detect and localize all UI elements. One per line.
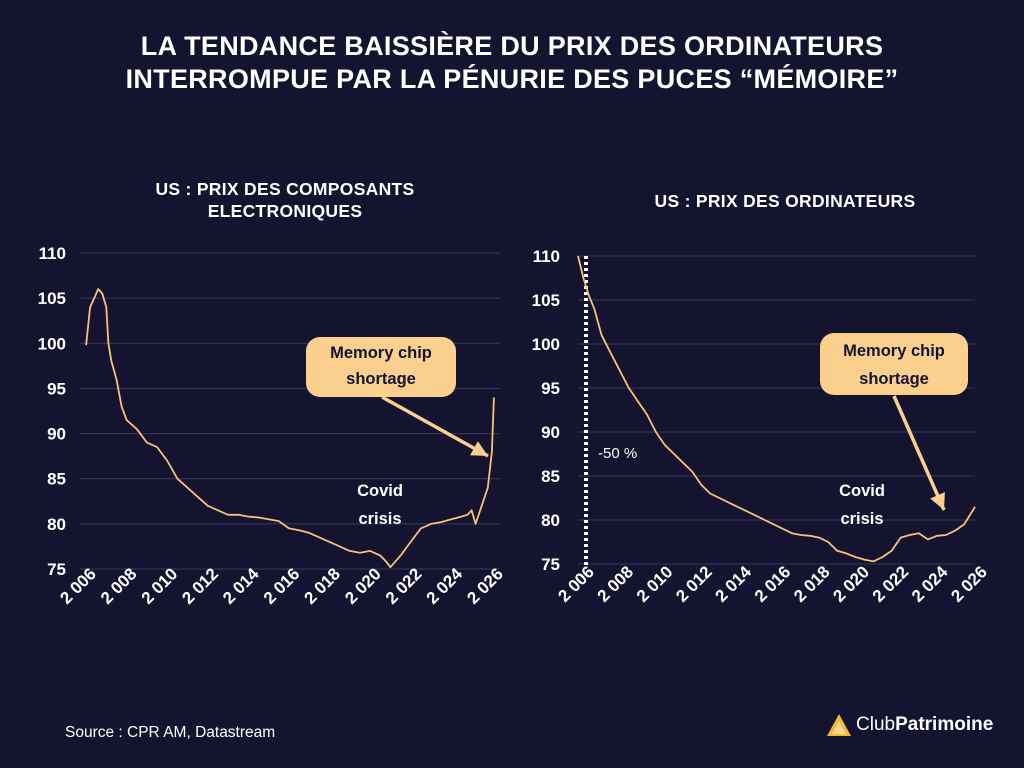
right-minus-50-label: -50 % — [598, 445, 637, 462]
right-memory-chip-callout: Memory chip shortage — [820, 333, 968, 395]
right-xtick-label-2016: 2 016 — [751, 562, 795, 606]
right-covid-label-line2: crisis — [840, 510, 883, 528]
triangle-logo-icon — [827, 714, 851, 736]
left-xtick-label-2016: 2 016 — [260, 564, 304, 608]
right-xtick-label-2026: 2 026 — [947, 562, 991, 606]
right-xtick-label-2024: 2 024 — [908, 562, 952, 606]
right-callout-box — [820, 333, 968, 395]
left-xtick-label-2022: 2 022 — [382, 564, 426, 608]
right-xtick-label-2008: 2 008 — [594, 562, 638, 606]
left-xtick-label-2010: 2 010 — [138, 564, 182, 608]
club-patrimoine-logo: ClubPatrimoine — [826, 710, 993, 740]
left-xtick-label-2018: 2 018 — [301, 564, 345, 608]
source-note: Source : CPR AM, Datastream — [65, 724, 276, 741]
right-ytick-label-95: 95 — [541, 379, 560, 398]
left-chart-title: US : PRIX DES COMPOSANTS ELECTRONIQUES — [110, 178, 460, 222]
right-ytick-label-110: 110 — [533, 247, 560, 266]
logo-text: ClubPatrimoine — [856, 714, 993, 736]
logo-text-club: Club — [856, 714, 896, 735]
right-ytick-label-105: 105 — [532, 291, 560, 310]
right-ytick-label-75: 75 — [541, 555, 560, 574]
right-xtick-label-2018: 2 018 — [790, 562, 834, 606]
right-xtick-label-2020: 2 020 — [829, 562, 873, 606]
left-callout-box — [306, 337, 456, 397]
right-callout-arrow-shaft — [892, 395, 946, 511]
left-ytick-label-90: 90 — [47, 425, 66, 444]
left-ytick-label-110: 110 — [39, 244, 66, 263]
left-callout-line2: shortage — [346, 370, 416, 388]
main-title: LA TENDANCE BAISSIÈRE DU PRIX DES ORDINA… — [0, 30, 1024, 96]
left-xtick-label-2008: 2 008 — [97, 564, 141, 608]
right-chart-title: US : PRIX DES ORDINATEURS — [600, 190, 970, 212]
right-xtick-label-2022: 2 022 — [869, 562, 913, 606]
left-xtick-label-2020: 2 020 — [341, 564, 385, 608]
main-title-line1: LA TENDANCE BAISSIÈRE DU PRIX DES ORDINA… — [140, 31, 884, 61]
right-ytick-label-100: 100 — [532, 335, 560, 354]
left-callout-arrow-shaft — [381, 395, 489, 458]
right-chart-title-line1: US : PRIX DES ORDINATEURS — [654, 191, 916, 211]
right-ytick-label-90: 90 — [541, 423, 560, 442]
right-ytick-label-80: 80 — [541, 511, 560, 530]
left-memory-chip-callout: Memory chip shortage — [306, 337, 456, 397]
left-ytick-label-95: 95 — [47, 379, 66, 398]
left-xtick-label-2014: 2 014 — [219, 564, 263, 608]
left-callout-arrowhead — [470, 441, 488, 456]
left-ytick-label-85: 85 — [47, 470, 66, 489]
left-covid-label-line1: Covid — [357, 482, 403, 500]
left-covid-label-line2: crisis — [358, 510, 401, 528]
left-ytick-label-105: 105 — [38, 289, 66, 308]
left-xtick-label-2012: 2 012 — [178, 564, 222, 608]
main-title-line2: INTERROMPUE PAR LA PÉNURIE DES PUCES “MÉ… — [125, 64, 899, 94]
right-callout-line2: shortage — [859, 370, 929, 388]
left-ytick-label-75: 75 — [47, 560, 66, 579]
right-callout-line1: Memory chip — [843, 342, 945, 360]
right-xtick-label-2014: 2 014 — [712, 562, 756, 606]
left-xtick-label-2026: 2 026 — [463, 564, 507, 608]
right-series-line — [577, 255, 976, 563]
right-xtick-label-2012: 2 012 — [672, 562, 716, 606]
right-xtick-label-2006: 2 006 — [554, 562, 598, 606]
left-ytick-label-100: 100 — [38, 334, 66, 353]
left-chart-title-line1: US : PRIX DES COMPOSANTS — [155, 179, 415, 199]
left-series-line — [85, 288, 495, 569]
left-callout-line1: Memory chip — [330, 344, 432, 362]
left-xtick-label-2024: 2 024 — [423, 564, 467, 608]
right-covid-label-line1: Covid — [839, 482, 885, 500]
logo-text-patrimoine: Patrimoine — [895, 714, 994, 735]
right-ytick-label-85: 85 — [541, 467, 560, 486]
left-ytick-label-80: 80 — [47, 515, 66, 534]
left-chart-title-line2: ELECTRONIQUES — [207, 201, 363, 221]
right-callout-arrowhead — [930, 492, 945, 510]
right-xtick-label-2010: 2 010 — [633, 562, 677, 606]
